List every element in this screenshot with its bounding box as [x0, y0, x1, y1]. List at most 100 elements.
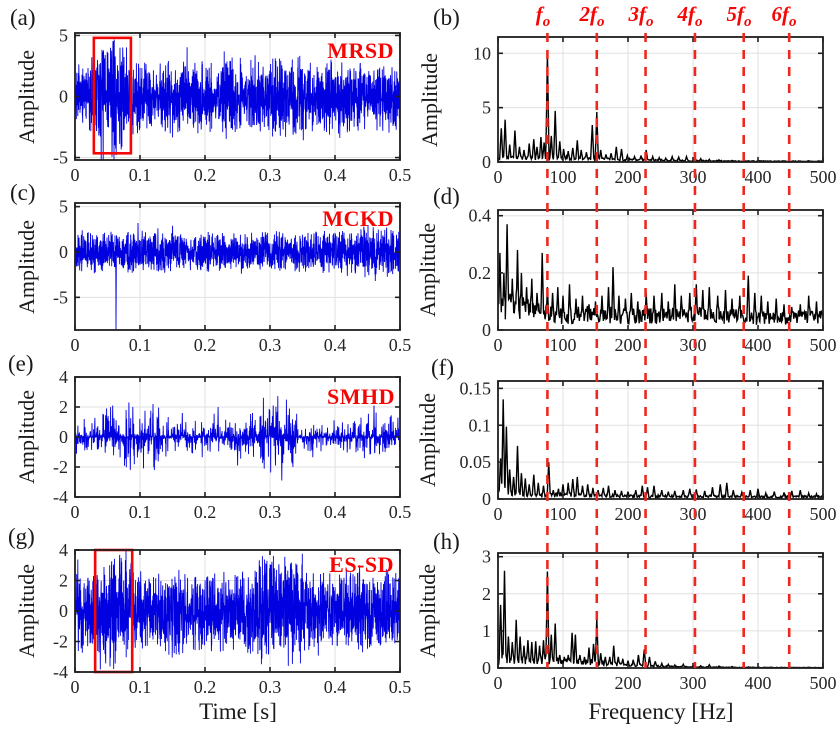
- y-tick-label: 0.15: [460, 378, 492, 398]
- panel-label-e: (e): [8, 351, 34, 376]
- x-tick-label: 300: [680, 167, 707, 187]
- y-tick-label: 2: [482, 584, 491, 604]
- y-tick-label: 1: [482, 621, 491, 641]
- x-tick-label: 0.2: [194, 335, 217, 355]
- y-tick-label: -2: [53, 457, 68, 477]
- x-tick-label: 0.3: [259, 335, 282, 355]
- method-label-smhd: SMHD: [327, 384, 395, 409]
- signal-waveform: [75, 550, 400, 670]
- method-label-mckd: MCKD: [322, 206, 394, 231]
- panel-label-f: (f): [431, 355, 454, 380]
- x-tick-label: 0.2: [194, 502, 217, 522]
- x-tick-label: 0.5: [389, 335, 412, 355]
- y-tick-label: 0: [59, 427, 68, 447]
- y-tick-label: 0.1: [469, 415, 492, 435]
- harmonic-cursor-lines: [546, 33, 791, 668]
- subplot-b: 0 100 200 300 400 500 0 5 10: [473, 36, 837, 187]
- x-tick-label: 400: [745, 167, 772, 187]
- x-tick-label: 0.2: [194, 677, 217, 697]
- y-axis-label-a: Amplitude: [14, 49, 39, 145]
- x-tick-label: 300: [680, 504, 707, 524]
- x-tick-label: 0.5: [389, 677, 412, 697]
- y-tick-label: 2: [59, 571, 68, 591]
- y-tick-label: 0.4: [469, 206, 492, 226]
- y-tick-label: -5: [53, 287, 68, 307]
- y-tick-label: 10: [473, 43, 491, 63]
- x-tick-label: 0.1: [129, 335, 152, 355]
- panel-label-a: (a): [10, 5, 36, 30]
- x-tick-label: 0.3: [259, 502, 282, 522]
- y-tick-label: 0: [482, 658, 491, 678]
- x-tick-label: 100: [550, 504, 577, 524]
- signal-waveform: [75, 39, 400, 160]
- x-tick-label: 0: [494, 673, 503, 693]
- harmonic-base: 5f: [726, 2, 745, 26]
- y-tick-label: 2: [59, 397, 68, 417]
- harmonic-sub: o: [695, 14, 703, 31]
- harmonic-sub: o: [542, 14, 551, 31]
- x-tick-label: 0.2: [194, 165, 217, 185]
- y-tick-label: -5: [53, 148, 68, 168]
- y-tick-label: 0: [482, 320, 491, 340]
- harmonic-label-3fo: 3fo: [629, 2, 654, 30]
- x-tick-label: 100: [550, 673, 577, 693]
- subplot-f: 0 100 200 300 400 500 0 0.05 0.1 0.15: [460, 378, 837, 524]
- harmonic-sub: o: [744, 14, 752, 31]
- subplot-a: 0 0.1 0.2 0.3 0.4 0.5-505: [53, 25, 411, 185]
- y-tick-label: 0: [59, 242, 68, 262]
- spectrum-trace: [498, 399, 823, 499]
- y-axis-label-b: Amplitude: [417, 52, 442, 148]
- subplot-g: 0 0.1 0.2 0.3 0.4 0.5 -4 -2 0 2 4: [53, 540, 411, 697]
- harmonic-base: 6f: [771, 2, 790, 26]
- spectrum-trace: [498, 224, 823, 325]
- x-tick-label: 500: [810, 673, 837, 693]
- y-tick-label: 5: [59, 197, 68, 217]
- subplot-c: 0 0.1 0.2 0.3 0.4 0.5 -5 0 5: [53, 197, 411, 355]
- x-tick-label: 0.1: [129, 677, 152, 697]
- x-tick-label: 500: [810, 504, 837, 524]
- x-tick-label: 0.3: [259, 165, 282, 185]
- harmonic-base: 4f: [677, 2, 696, 26]
- y-axis-label-c: Amplitude: [14, 219, 39, 315]
- y-tick-label: 0.05: [460, 452, 492, 472]
- y-tick-label: 0: [482, 152, 491, 172]
- x-tick-label: 100: [550, 167, 577, 187]
- y-axis-label-d: Amplitude: [415, 222, 440, 318]
- x-tick-label: 0: [71, 677, 80, 697]
- panel-label-b: (b): [433, 5, 460, 30]
- x-tick-label: 200: [615, 673, 642, 693]
- x-tick-label: 300: [680, 335, 707, 355]
- signal-waveform: [75, 396, 400, 481]
- y-tick-label: 5: [482, 98, 491, 118]
- y-tick-label: 0.2: [469, 263, 492, 283]
- harmonic-sub: o: [646, 14, 654, 31]
- x-tick-label: 0.1: [129, 165, 152, 185]
- x-tick-label: 400: [745, 673, 772, 693]
- subplot-e: 0 0.1 0.2 0.3 0.4 0.5 -4 -2 0 2 4: [53, 367, 411, 522]
- axes-box: [74, 202, 401, 331]
- highlight-rectangle: [92, 36, 133, 155]
- harmonic-base: f: [535, 2, 543, 26]
- x-tick-label: 0.5: [389, 502, 412, 522]
- y-tick-label: 0: [482, 489, 491, 509]
- x-tick-label: 200: [615, 504, 642, 524]
- x-tick-label: 0: [494, 335, 503, 355]
- x-tick-label: 0: [71, 502, 80, 522]
- x-axis-title-time: Time [s]: [199, 699, 277, 724]
- x-tick-label: 0: [494, 504, 503, 524]
- x-tick-label: 500: [810, 335, 837, 355]
- harmonic-sub: o: [789, 14, 797, 31]
- y-tick-label: 5: [59, 25, 68, 45]
- y-tick-label: -4: [53, 487, 68, 507]
- subplot-d: 0 100 200 300 400 500 0 0.2 0.4: [469, 206, 837, 355]
- harmonic-sub: o: [597, 14, 605, 31]
- axes-box: [497, 209, 824, 331]
- x-tick-label: 0.5: [389, 165, 412, 185]
- harmonic-label-4fo: 4fo: [678, 2, 703, 30]
- harmonic-base: 3f: [628, 2, 647, 26]
- y-axis-label-f: Amplitude: [415, 392, 440, 488]
- subplot-h: 0 100 200 300 400 500 0 1 2 3: [482, 547, 837, 693]
- x-tick-label: 300: [680, 673, 707, 693]
- y-axis-label-h: Amplitude: [415, 563, 440, 659]
